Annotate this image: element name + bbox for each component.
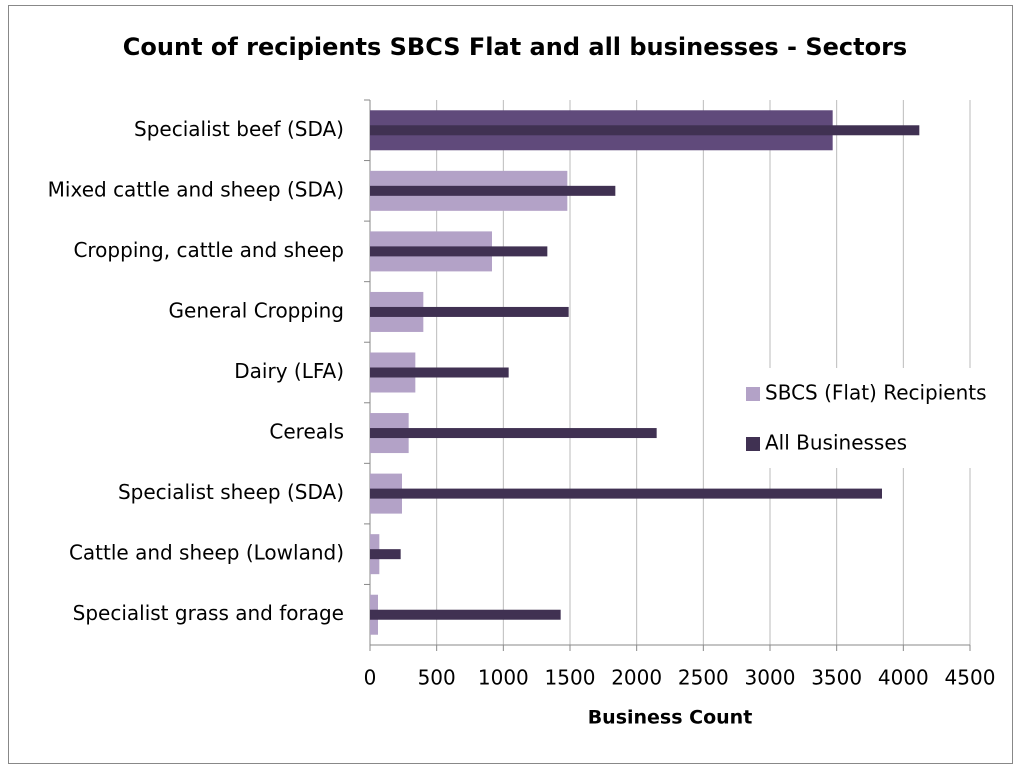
x-tick-label: 2000 — [611, 666, 662, 690]
y-tick-label: Cattle and sheep (Lowland) — [69, 541, 344, 565]
bar — [370, 609, 561, 620]
x-tick-label: 3500 — [811, 666, 862, 690]
bar — [370, 367, 509, 378]
x-tick-label: 0 — [364, 666, 377, 690]
bar — [370, 306, 569, 317]
bar — [370, 125, 920, 136]
x-tick-label: 3000 — [745, 666, 796, 690]
bar — [370, 549, 401, 560]
legend-label: All Businesses — [765, 431, 907, 455]
y-tick-label: Mixed cattle and sheep (SDA) — [48, 177, 344, 201]
legend-box — [738, 368, 1008, 468]
legend-swatch — [746, 437, 760, 451]
x-tick-label: 500 — [418, 666, 456, 690]
bar — [370, 246, 548, 257]
x-tick-label: 4500 — [945, 666, 996, 690]
y-tick-label: Cropping, cattle and sheep — [73, 238, 344, 262]
y-tick-label: Specialist beef (SDA) — [134, 117, 344, 141]
y-tick-label: Specialist sheep (SDA) — [118, 480, 344, 504]
x-tick-label: 2500 — [678, 666, 729, 690]
y-tick-label: General Cropping — [169, 298, 344, 322]
x-tick-label: 4000 — [878, 666, 929, 690]
legend-swatch — [746, 387, 760, 401]
x-tick-label: 1500 — [545, 666, 596, 690]
y-tick-label: Cereals — [269, 420, 344, 444]
bar — [370, 428, 657, 439]
x-tick-label: 1000 — [478, 666, 529, 690]
bar — [370, 488, 882, 499]
y-tick-label: Dairy (LFA) — [234, 359, 344, 383]
legend-label: SBCS (Flat) Recipients — [765, 381, 987, 405]
x-axis-title: Business Count — [588, 707, 753, 729]
bar — [370, 185, 616, 196]
chart-title: Count of recipients SBCS Flat and all bu… — [123, 33, 907, 61]
y-tick-label: Specialist grass and forage — [73, 601, 344, 625]
